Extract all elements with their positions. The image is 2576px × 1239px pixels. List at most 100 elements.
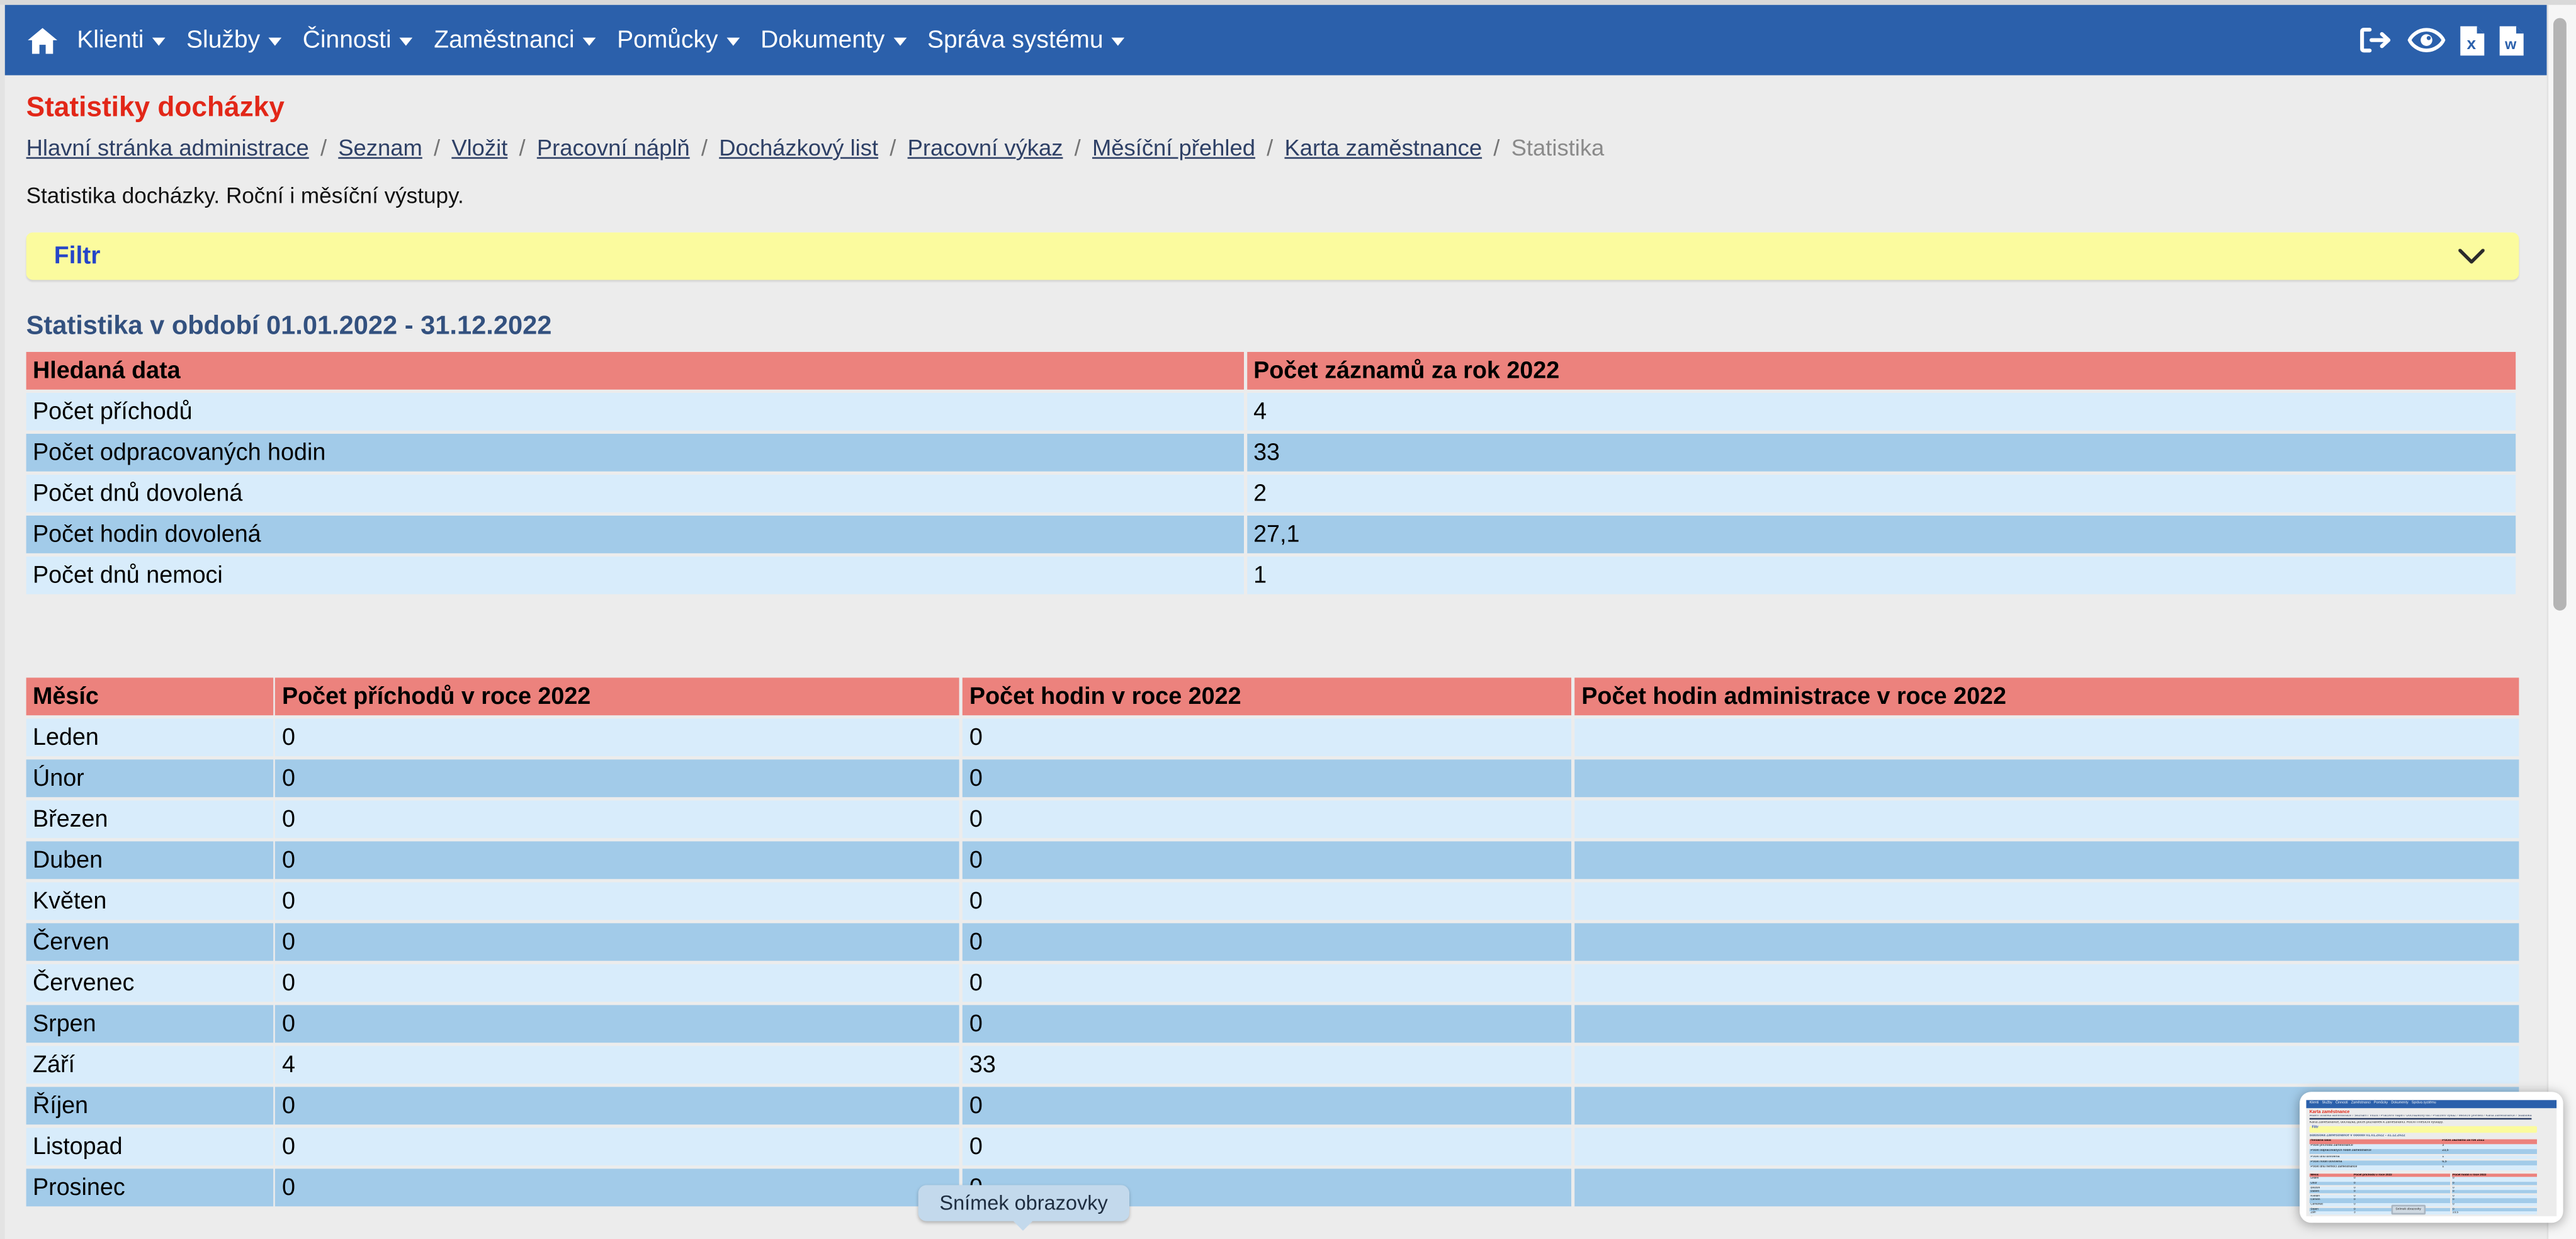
menu-item-klienti[interactable]: Klienti (72, 20, 170, 60)
table-cell: Duben (2309, 1190, 2353, 1194)
breadcrumb: Hlavní stránka administrace / Seznam / Vloži… (26, 134, 2547, 162)
table-cell: 0 (963, 718, 1573, 757)
table-row: Srpen 0 0 (26, 1005, 2519, 1043)
navbar-action-icons: x w (2357, 25, 2524, 55)
svg-text:x: x (2467, 33, 2477, 52)
table-cell: Listopad (26, 1128, 273, 1166)
chevron-down-icon (1111, 37, 1125, 46)
vertical-scrollbar-thumb[interactable] (2552, 18, 2566, 611)
table-header-row: Měsíc Počet příchodů v roce 2022 Počet hod… (2309, 1173, 2537, 1177)
column-header: Počet hodin v roce 2022 (2451, 1173, 2537, 1177)
export-word-icon[interactable]: w (2499, 25, 2524, 55)
table-cell: 0 (275, 718, 960, 757)
table-row: Počet dnů dovolená 1 (2309, 1155, 2537, 1160)
page-title: Statistiky docházky (26, 91, 285, 123)
table-cell: Počet dnů dovolená (2309, 1155, 2441, 1160)
table-cell: 0 (963, 1005, 1573, 1043)
breadcrumb-link[interactable]: Karta zaměstnance (1284, 134, 1483, 161)
table-row: Počet dnů nemoci 1 (26, 556, 2519, 595)
table-cell: 0 (2451, 1190, 2537, 1194)
column-header: Počet záznamů za rok 2022 (1246, 352, 2516, 390)
table-cell: 0 (963, 800, 1573, 839)
filter-chevron-down-icon[interactable] (2458, 249, 2485, 264)
table-cell: 0 (2451, 1207, 2537, 1211)
mini-menu-label: Klienti (2309, 1101, 2319, 1105)
column-header: Počet hodin v roce 2022 (963, 677, 1573, 716)
table-row: Březen 0 0 (26, 800, 2519, 839)
chevron-down-icon (726, 37, 740, 46)
window-left-edge (0, 4, 5, 1239)
table-row: Duben 0 0 (26, 841, 2519, 880)
breadcrumb-link[interactable]: Měsíční přehled (1092, 134, 1255, 161)
table-header-row: Měsíc Počet příchodů v roce 2022 Počet hod… (26, 677, 2519, 716)
table-row: Počet dnů dovolená 2 (26, 474, 2519, 513)
table-cell: 4 (275, 1046, 960, 1084)
breadcrumb-link[interactable]: Docházkový list (719, 134, 879, 161)
menu-label: Činnosti (302, 26, 392, 54)
screenshot-tooltip: Snímek obrazovky (918, 1185, 1129, 1221)
menu-item-sluzby[interactable]: Služby (181, 20, 286, 60)
table-cell (1574, 923, 2519, 961)
table-row: Listopad 0 0 (26, 1128, 2519, 1166)
menu-label: Služby (186, 26, 261, 54)
eye-preview-icon[interactable] (2407, 28, 2446, 52)
table-row: Leden 0 0 (2309, 1177, 2537, 1182)
table-cell: Září (26, 1046, 273, 1084)
export-excel-icon[interactable]: x (2460, 25, 2485, 55)
filter-panel-header[interactable]: Filtr (26, 232, 2519, 280)
breadcrumb-link[interactable]: Seznam (338, 134, 422, 161)
breadcrumb-separator: / (434, 134, 441, 161)
table-row: Květen 0 0 (2309, 1194, 2537, 1199)
breadcrumb-link[interactable]: Pracovní výkaz (907, 134, 1063, 161)
window-top-edge (0, 0, 2576, 5)
table-cell: Počet příchodů zaměstnance (2309, 1145, 2441, 1150)
table-cell: Březen (2309, 1185, 2353, 1190)
table-cell: 1 (2441, 1155, 2537, 1160)
menu-item-pomucky[interactable]: Pomůcky (612, 20, 744, 60)
table-row: Duben 0 0 (2309, 1190, 2537, 1194)
table-cell: Počet hodin dovolená (2309, 1160, 2441, 1165)
table-cell: 0 (2353, 1202, 2451, 1207)
breadcrumb-separator: / (890, 134, 896, 161)
menu-item-dokumenty[interactable]: Dokumenty (755, 20, 911, 60)
table-cell: 0 (2353, 1190, 2451, 1194)
menu-item-zamestnanci[interactable]: Zaměstnanci (429, 20, 601, 60)
menu-item-cinnosti[interactable]: Činnosti (298, 20, 417, 60)
mini-page-title: Karta zaměstnance (2309, 1109, 2350, 1114)
menu-label: Správa systému (927, 26, 1104, 54)
table-cell: Únor (2309, 1182, 2353, 1186)
menu-item-sprava-systemu[interactable]: Správa systému (922, 20, 1129, 60)
mini-breadcrumb: Hlavní stránka administrace / Seznam / V… (2309, 1115, 2532, 1119)
screenshot-preview-thumbnail[interactable]: Klienti Služby Činnosti Zaměstnanci Pomůcky D… (2299, 1092, 2563, 1223)
table-cell: Počet dnů nemoci zaměstnance (2309, 1165, 2441, 1170)
top-navbar: Klienti Služby Činnosti Zaměstnanci Pomů… (4, 4, 2547, 76)
breadcrumb-link[interactable]: Vložit (451, 134, 508, 161)
breadcrumb-separator: / (1267, 134, 1274, 161)
menu-label: Pomůcky (617, 26, 718, 54)
table-row: Červenec 0 0 (2309, 1202, 2537, 1207)
chevron-down-icon (399, 37, 413, 46)
breadcrumb-separator: / (519, 134, 526, 161)
menu-label: Dokumenty (760, 26, 885, 54)
table-cell: 0 (963, 964, 1573, 1002)
mini-description: Karta zaměstnance, docházka, počet pozná… (2309, 1121, 2444, 1124)
mini-section-heading: Statistika Zaměstnance v období 01.01.20… (2309, 1134, 2405, 1138)
table-cell: 0 (963, 882, 1573, 920)
mini-menu-label: Pomůcky (2373, 1101, 2388, 1105)
table-cell: Srpen (2309, 1207, 2353, 1211)
logout-icon[interactable] (2357, 26, 2393, 54)
page-content: Statistiky docházky Hlavní stránka admin… (4, 75, 2547, 1239)
table-cell: 0 (275, 964, 960, 1002)
table-cell: 0 (275, 1168, 960, 1207)
breadcrumb-link[interactable]: Pracovní náplň (536, 134, 690, 161)
mini-menu-label: Správa systému (2411, 1101, 2436, 1105)
chevron-down-icon (582, 37, 596, 46)
table-cell: Říjen (26, 1087, 273, 1125)
home-icon[interactable] (28, 27, 57, 54)
table-cell: 0 (2353, 1185, 2451, 1190)
table-cell: 23,5 (2441, 1150, 2537, 1155)
table-cell (1574, 882, 2519, 920)
table-cell: 3 (2441, 1145, 2537, 1150)
breadcrumb-link[interactable]: Hlavní stránka administrace (26, 134, 309, 161)
